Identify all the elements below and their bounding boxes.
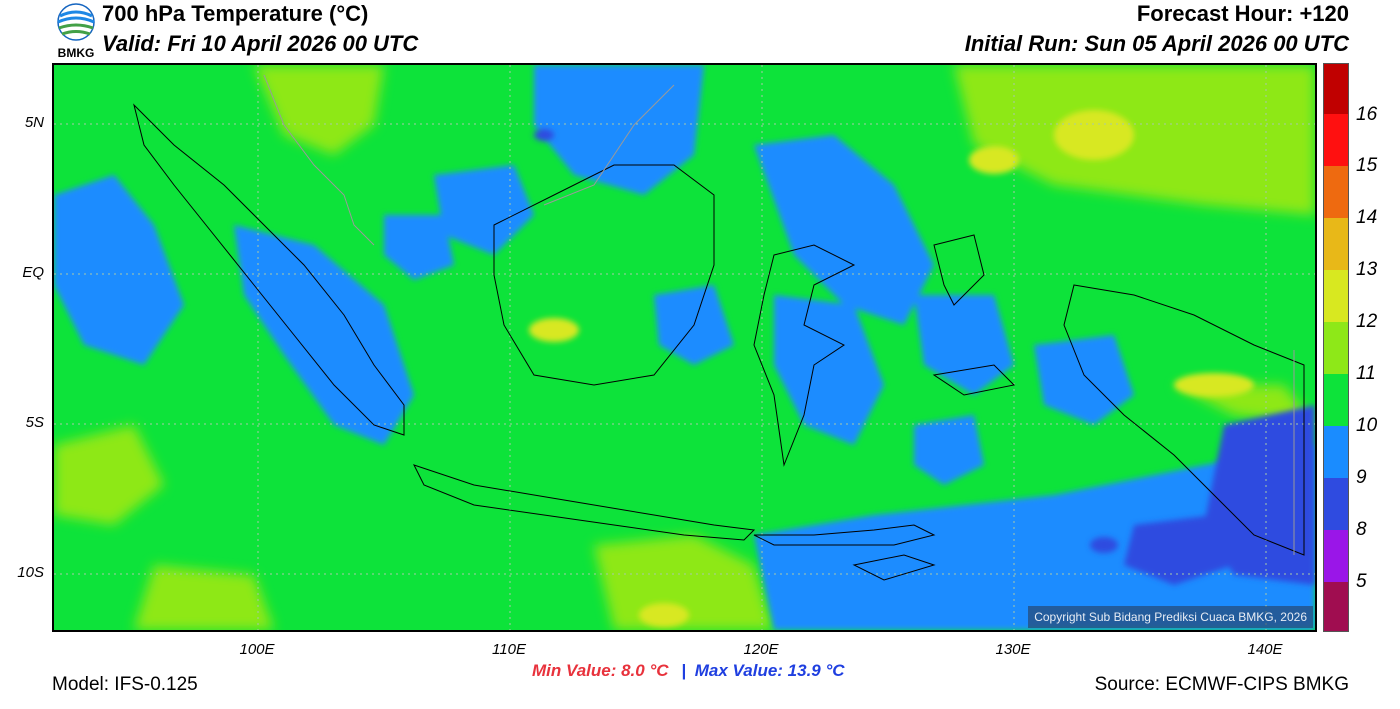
halmahera-outline: [933, 234, 985, 306]
nusa-tenggara-outline: [753, 524, 936, 546]
sumatra-outline: [133, 103, 405, 436]
forecast-hour: Forecast Hour: +120: [1136, 1, 1349, 26]
colorbar-label: 15: [1356, 155, 1378, 176]
country-borders: [263, 74, 1295, 555]
colorbar-swatch: [1324, 218, 1348, 270]
min-value: Min Value: 8.0 °C: [532, 661, 669, 680]
seram-outline: [932, 364, 1016, 396]
kalimantan-outline: [493, 164, 715, 386]
colorbar-swatch: [1324, 64, 1348, 114]
lon-label: 130E: [995, 641, 1031, 658]
colorbar-label: 16: [1356, 104, 1378, 125]
colorbar-label: 13: [1356, 259, 1378, 280]
colorbar-swatch: [1324, 322, 1348, 374]
lat-label: 5N: [24, 114, 44, 131]
source-label: Source: ECMWF-CIPS BMKG: [1094, 674, 1349, 695]
colorbar-swatch: [1324, 582, 1348, 631]
min-max-values: Min Value: 8.0 °C | Max Value: 13.9 °C: [532, 661, 845, 681]
chart-title: 700 hPa Temperature (°C): [102, 1, 369, 26]
colorbar-label: 9: [1356, 467, 1367, 488]
papua-outline: [1063, 284, 1305, 556]
max-value: Max Value: 13.9 °C: [694, 661, 845, 680]
lat-label: 5S: [25, 414, 44, 431]
lon-label: 140E: [1247, 641, 1283, 658]
min-max-separator: |: [681, 661, 687, 680]
bmkg-logo-icon: [57, 3, 95, 41]
map-canvas: [54, 65, 1315, 630]
temperature-colorbar: [1323, 63, 1349, 632]
colorbar-label: 11: [1356, 363, 1376, 384]
colorbar-label: 5: [1356, 571, 1367, 592]
colorbar-swatches: [1324, 64, 1348, 631]
java-outline: [413, 464, 756, 541]
field-12-13: [529, 110, 1254, 627]
colorbar-swatch: [1324, 270, 1348, 322]
lat-label: 10S: [17, 564, 44, 581]
field-8-9: [534, 129, 1315, 585]
coastlines: [133, 103, 1305, 581]
logo-text: BMKG: [57, 46, 95, 60]
colorbar-label: 12: [1356, 311, 1378, 332]
graticule: [54, 65, 1315, 630]
colorbar-label: 10: [1356, 415, 1378, 436]
sulawesi-outline: [753, 244, 856, 467]
colorbar-swatch: [1324, 114, 1348, 166]
copyright-notice: Copyright Sub Bidang Prediksi Cuaca BMKG…: [1028, 606, 1313, 628]
lon-label: 110E: [492, 641, 526, 658]
temperature-map[interactable]: Copyright Sub Bidang Prediksi Cuaca BMKG…: [52, 63, 1317, 632]
lat-label: EQ: [22, 264, 44, 281]
model-label: Model: IFS-0.125: [52, 674, 198, 695]
bmkg-logo: BMKG: [52, 2, 100, 60]
field-11-12: [54, 65, 1315, 630]
valid-time: Valid: Fri 10 April 2026 00 UTC: [102, 31, 419, 56]
lon-label: 120E: [743, 641, 779, 658]
initial-run: Initial Run: Sun 05 April 2026 00 UTC: [964, 31, 1349, 56]
timor-outline: [852, 554, 936, 581]
colorbar-swatch: [1324, 478, 1348, 530]
colorbar-swatch: [1324, 530, 1348, 582]
colorbar-label: 14: [1356, 207, 1378, 228]
lon-label: 100E: [239, 641, 275, 658]
colorbar-swatch: [1324, 166, 1348, 218]
colorbar-swatch: [1324, 426, 1348, 478]
colorbar-label: 8: [1356, 519, 1367, 540]
colorbar-swatch: [1324, 374, 1348, 426]
